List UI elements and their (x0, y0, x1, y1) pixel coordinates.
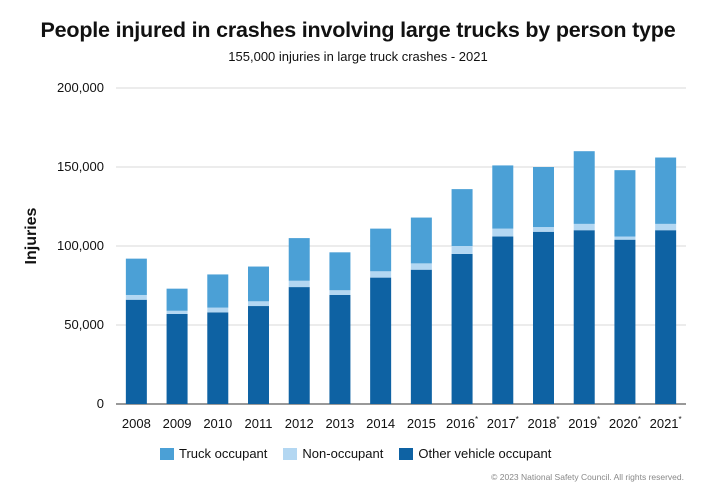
bar-segment-non-occupant (614, 236, 636, 240)
x-tick-label: 2014 (366, 416, 395, 431)
x-tick-label: 2008 (122, 416, 151, 431)
bar-segment-other-vehicle-occupant (207, 312, 229, 404)
x-tick-label: 2013 (325, 416, 354, 431)
bar-segment-other-vehicle-occupant (451, 253, 473, 404)
y-tick-label: 0 (97, 396, 104, 411)
legend-item-other-vehicle-occupant: Other vehicle occupant (399, 446, 551, 461)
bar-segment-truck-occupant (248, 266, 269, 302)
legend-label-non-occupant: Non-occupant (302, 446, 384, 461)
bar-segment-other-vehicle-occupant (329, 294, 351, 404)
x-tick-label: 2019* (568, 415, 600, 431)
legend-swatch-non-occupant (283, 447, 298, 460)
y-tick-label: 200,000 (57, 80, 104, 95)
bars (125, 151, 677, 404)
x-tick-label: 2009 (163, 416, 192, 431)
bar-segment-non-occupant (288, 280, 310, 288)
bar-segment-truck-occupant (370, 228, 392, 272)
bar-segment-non-occupant (370, 271, 392, 278)
x-tick-label: 2018* (527, 415, 559, 431)
bar-segment-other-vehicle-occupant (166, 313, 188, 404)
bar-segment-other-vehicle-occupant (370, 277, 392, 404)
bar-segment-other-vehicle-occupant (533, 231, 554, 404)
y-axis-label: Injuries (23, 207, 40, 264)
bar-segment-truck-occupant (533, 167, 554, 228)
legend-swatch-truck-occupant (160, 447, 174, 460)
legend-label-truck-occupant: Truck occupant (179, 446, 268, 461)
bar-segment-truck-occupant (573, 151, 595, 224)
bar-segment-other-vehicle-occupant (248, 306, 269, 404)
y-tick-label: 100,000 (57, 238, 104, 253)
bar-segment-truck-occupant (329, 252, 351, 291)
legend-item-truck-occupant: Truck occupant (160, 446, 267, 461)
bar-segment-non-occupant (451, 246, 473, 254)
chart-title: People injured in crashes involving larg… (40, 18, 676, 42)
y-axis: 0 50,000 100,000 150,000 200,000 (57, 80, 104, 411)
copyright-notice: © 2023 National Safety Council. All righ… (491, 472, 684, 482)
bar-segment-truck-occupant (410, 217, 432, 264)
bar-segment-truck-occupant (492, 165, 514, 229)
bar-segment-other-vehicle-occupant (573, 230, 595, 404)
legend: Truck occupant Non-occupant Other vehicl… (160, 446, 567, 461)
x-tick-label: 2016* (446, 415, 478, 431)
bar-segment-other-vehicle-occupant (492, 236, 514, 404)
bar-segment-other-vehicle-occupant (655, 230, 677, 404)
bar-segment-non-occupant (492, 228, 514, 237)
bar-segment-truck-occupant (207, 274, 229, 308)
bar-segment-non-occupant (248, 301, 269, 307)
bar-segment-non-occupant (166, 310, 188, 314)
legend-item-non-occupant: Non-occupant (283, 446, 383, 461)
bar-segment-truck-occupant (655, 157, 677, 224)
bar-segment-non-occupant (207, 307, 229, 313)
chart-subtitle: 155,000 injuries in large truck crashes … (228, 49, 488, 64)
bar-segment-truck-occupant (166, 288, 188, 311)
gridlines (116, 87, 686, 405)
legend-swatch-other-vehicle-occupant (399, 447, 414, 460)
bar-segment-other-vehicle-occupant (288, 287, 310, 404)
bar-segment-non-occupant (125, 294, 147, 300)
bar-segment-truck-occupant (614, 170, 636, 237)
bar-segment-non-occupant (655, 223, 677, 231)
bar-segment-truck-occupant (125, 258, 147, 295)
legend-label-other-vehicle-occupant: Other vehicle occupant (418, 446, 552, 461)
x-axis: 2008 2009 2010 2011 2012 2013 2014 2015 2016* 201… (122, 415, 682, 431)
bar-segment-truck-occupant (288, 238, 310, 281)
bar-segment-other-vehicle-occupant (614, 239, 636, 404)
x-tick-label: 2017* (487, 415, 519, 431)
bar-segment-non-occupant (329, 290, 351, 295)
y-tick-label: 50,000 (64, 317, 104, 332)
x-tick-label: 2021* (650, 415, 682, 431)
x-tick-label: 2010 (203, 416, 232, 431)
bar-segment-truck-occupant (451, 189, 473, 246)
x-tick-label: 2011 (245, 416, 273, 431)
bar-segment-other-vehicle-occupant (125, 299, 147, 404)
x-tick-label: 2012 (285, 416, 314, 431)
x-tick-label: 2020* (609, 415, 641, 431)
bar-segment-non-occupant (533, 227, 554, 232)
bar-segment-other-vehicle-occupant (410, 269, 432, 404)
bar-segment-non-occupant (410, 263, 432, 270)
bar-segment-non-occupant (573, 223, 595, 231)
y-tick-label: 150,000 (57, 159, 104, 174)
x-tick-label: 2015 (407, 416, 436, 431)
